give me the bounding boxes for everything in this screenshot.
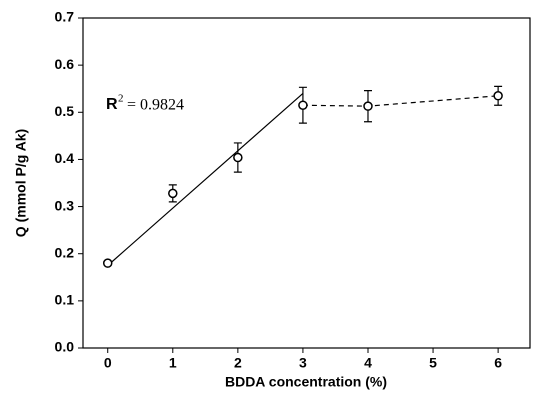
x-tick-label: 0 [104,355,112,371]
y-tick-label: 0.7 [55,9,75,25]
plot-frame [82,17,531,349]
y-axis-label: Q (mmol P/g Ak) [13,129,29,237]
y-tick-label: 0.4 [55,150,75,166]
annotation-text: = 0.9824 [127,97,184,114]
annotation-exponent: 2 [118,93,124,105]
y-tick-label: 0.5 [55,103,75,119]
fit-line [107,92,304,266]
x-tick-label: 6 [494,355,502,371]
annotation-symbol: R [106,96,118,113]
marker [102,258,113,268]
x-tick-label: 3 [299,355,307,371]
y-tick-label: 0.0 [55,339,75,355]
x-tick-label: 1 [169,355,177,371]
marker [233,152,243,163]
marker [168,188,178,199]
marker [298,100,308,110]
dashed-line [302,95,499,107]
marker [493,91,503,101]
marker [363,101,373,111]
y-tick-label: 0.2 [55,244,75,260]
x-tick-label: 2 [234,355,242,371]
x-tick-label: 4 [364,355,372,371]
y-tick-label: 0.1 [55,292,75,308]
y-tick-label: 0.3 [55,197,75,213]
x-tick-label: 5 [429,355,437,371]
x-axis-label: BDDA concentration (%) [225,374,387,390]
y-tick-label: 0.6 [55,56,75,72]
